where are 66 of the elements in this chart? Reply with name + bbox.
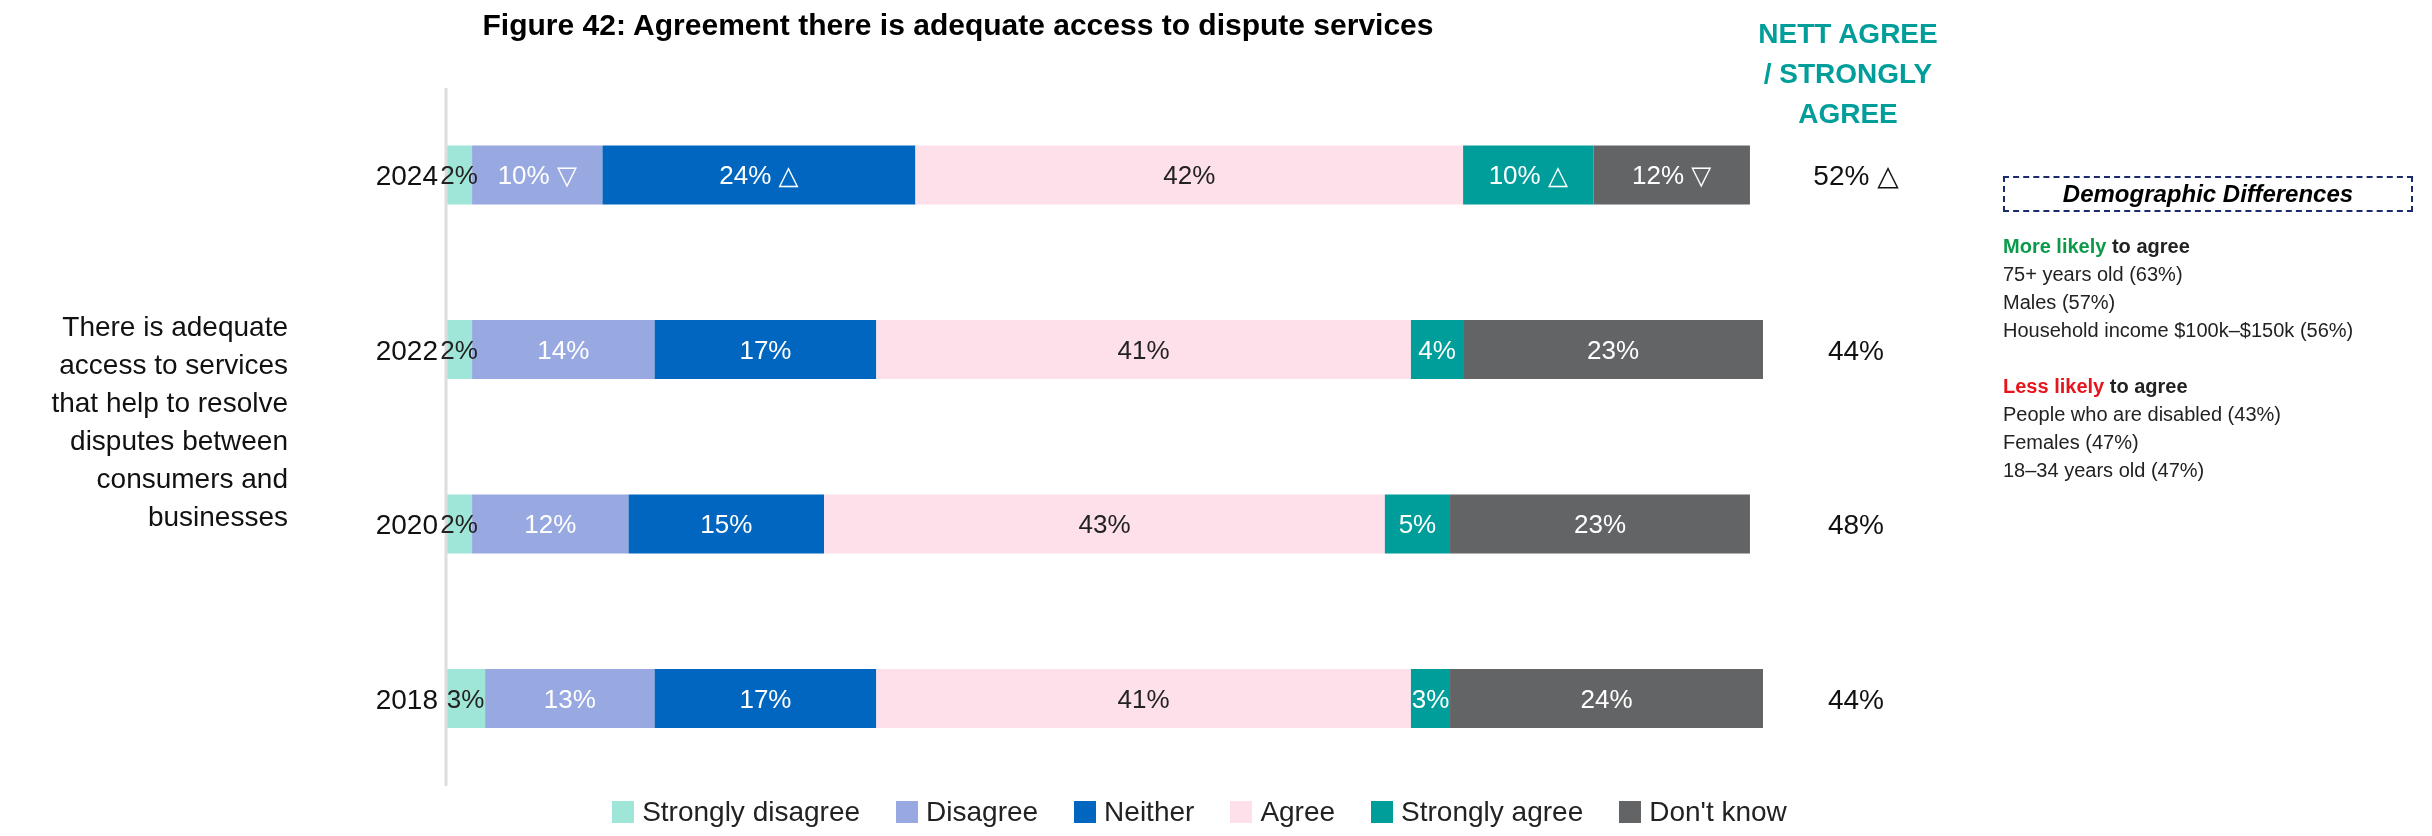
bar: [1463, 320, 1763, 380]
data-label: 12%: [524, 509, 577, 540]
bar: [824, 494, 1385, 554]
y-axis-title: There is adequate access to services that help to resolve disputes between consumers and businesses: [50, 310, 288, 534]
bar: [602, 145, 916, 205]
legend-label: Don't know: [1648, 796, 1787, 828]
data-label: 10% △: [1488, 160, 1568, 191]
data-label: 13%: [543, 683, 596, 714]
legend-label: Neither: [1103, 796, 1195, 828]
data-label: 2%: [440, 334, 478, 365]
bar: [1450, 669, 1763, 729]
bar: [1593, 145, 1750, 205]
annotation: NETT AGREE / STRONGLY AGREE: [1757, 17, 1939, 131]
bar: [654, 669, 877, 729]
data-label: 17%: [739, 334, 792, 365]
text: More likely to agree: [2003, 234, 2191, 259]
data-label: 3%: [1411, 683, 1450, 714]
legend-label: Agree: [1259, 796, 1336, 828]
data-label: 4%: [1418, 334, 1456, 365]
data-label: 2%: [440, 160, 478, 191]
data-label: 41%: [1117, 683, 1170, 714]
data-label: 42%: [1163, 160, 1216, 191]
legend-label: Strongly disagree: [641, 796, 861, 828]
bar: [1463, 145, 1594, 205]
data-label: 10% ▽: [497, 160, 577, 191]
bar: [1450, 494, 1750, 554]
y-tick-label: 2020: [375, 509, 438, 541]
y-tick-label: 2022: [375, 334, 438, 366]
bar: [654, 320, 877, 380]
data-label: 23%: [1587, 334, 1640, 365]
data-label: 43%: [1078, 509, 1131, 540]
data-label: 24% △: [719, 160, 799, 191]
data-label: 5%: [1398, 509, 1437, 540]
data-label: 2%: [440, 509, 478, 540]
text: Household income $100k–$150k (56%): [2003, 318, 2355, 343]
data-label: 24%: [1580, 683, 1633, 714]
text: 18–34 years old (47%): [2003, 458, 2206, 483]
data-label: 23%: [1573, 509, 1627, 540]
bar: [876, 669, 1411, 729]
text: 52% △: [1813, 160, 1900, 192]
data-label: 41%: [1117, 334, 1170, 365]
bar: [876, 320, 1411, 380]
text: Demographic Differences: [2003, 176, 2413, 212]
y-tick-label: 2024: [375, 160, 438, 192]
data-label: 3%: [446, 683, 485, 714]
data-label: 12% ▽: [1632, 160, 1712, 191]
legend-label: Disagree: [925, 796, 1039, 828]
bar: [1384, 494, 1451, 554]
y-tick-label: 2018: [375, 683, 438, 715]
text: People who are disabled (43%): [2003, 402, 2282, 427]
bar: [628, 494, 825, 554]
data-label: 17%: [739, 683, 792, 714]
legend-label: Strongly agree: [1400, 796, 1584, 828]
text: 44%: [1827, 683, 1885, 715]
data-label: 15%: [700, 509, 753, 540]
bar: [1410, 320, 1464, 380]
text: Females (47%): [2003, 430, 2140, 455]
text: 44%: [1827, 334, 1885, 366]
text: Less likely to agree: [2003, 374, 2189, 399]
bar: [915, 145, 1464, 205]
chart-title: Figure 42: Agreement there is adequate access to dispute services: [481, 8, 1435, 42]
text: Males (57%): [2003, 290, 2117, 315]
text: 75+ years old (63%): [2003, 262, 2184, 287]
bar: [485, 669, 655, 729]
text: 48%: [1827, 509, 1885, 541]
data-label: 14%: [537, 334, 590, 365]
